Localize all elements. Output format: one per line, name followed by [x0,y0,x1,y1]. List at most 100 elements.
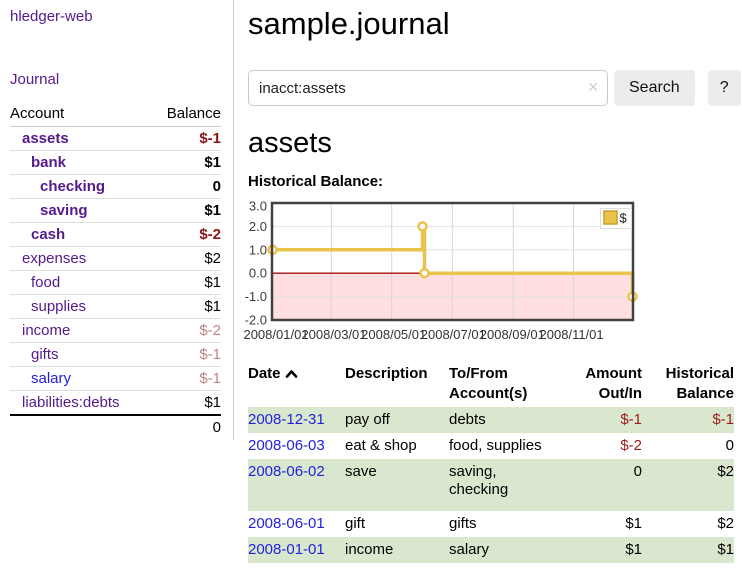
register-header-balance: Historical Balance [665,365,734,402]
svg-text:2008/05/01: 2008/05/01 [361,327,426,342]
account-link-food[interactable]: food [31,274,61,291]
transaction-date-link[interactable]: 2008-12-31 [248,411,325,428]
accounts-table: Account Balance assets $-1 bank $1 check… [10,103,221,439]
account-heading: assets [248,127,332,159]
account-row-income: income $-2 [10,318,221,343]
account-balance: $-1 [151,366,221,391]
account-row-liabilities-debts: liabilities:debts $1 [10,390,221,415]
transaction-date-link[interactable]: 2008-01-01 [248,541,325,558]
account-link-assets[interactable]: assets [22,130,69,147]
register-row: 2008-01-01 income salary $1 $1 [248,537,734,563]
account-balance: $1 [151,270,221,295]
account-balance: $1 [151,294,221,319]
transaction-date-link[interactable]: 2008-06-03 [248,437,325,454]
historical-balance-chart: $ 3.0 2.0 1.0 0.0 -1.0 -2.0 2008/01/01 2… [243,199,742,348]
register-header-row: Date Description To/From Account(s) Amou… [248,362,734,407]
svg-text:1.0: 1.0 [249,242,267,257]
account-balance: $-2 [151,222,221,247]
account-balance: $-1 [151,342,221,367]
account-link-income[interactable]: income [22,322,71,339]
chart-x-axis-labels: 2008/01/01 2008/03/01 2008/05/01 2008/07… [243,327,603,342]
account-link-supplies[interactable]: supplies [31,298,87,315]
transaction-balance: $2 [717,463,734,480]
transaction-balance: $-1 [712,411,734,428]
account-link-gifts[interactable]: gifts [31,346,59,363]
svg-text:2.0: 2.0 [249,219,267,234]
transaction-accounts: food, supplies [449,437,542,454]
account-balance: $1 [151,390,221,415]
account-link-liabilities-debts[interactable]: liabilities:debts [22,394,120,411]
account-link-salary[interactable]: salary [31,370,72,387]
accounts-header-account: Account [10,103,152,127]
account-link-checking[interactable]: checking [40,178,106,195]
accounts-total-row: 0 [10,414,221,439]
sidebar-item-journal[interactable]: Journal [10,71,60,88]
transaction-accounts: saving, checking [449,463,509,498]
svg-text:-2.0: -2.0 [245,313,267,328]
transaction-amount: $1 [625,541,642,558]
legend-label: $ [620,211,628,226]
accounts-total-value: 0 [151,414,221,439]
transaction-amount: $1 [625,515,642,532]
svg-text:-1.0: -1.0 [245,289,267,304]
account-link-saving[interactable]: saving [40,202,88,219]
main-content: sample.journal ✕ Search ? assets Histori… [243,0,742,563]
svg-text:2008/11/01: 2008/11/01 [540,327,604,342]
account-balance: $1 [151,198,221,223]
chart-border [270,201,635,322]
account-row-bank: bank $1 [10,150,221,175]
search-button[interactable]: Search [614,70,695,106]
register-row: 2008-12-31 pay off debts $-1 $-1 [248,407,734,433]
svg-text:3.0: 3.0 [249,199,267,214]
account-row-supplies: supplies $1 [10,294,221,319]
transaction-date-link[interactable]: 2008-06-02 [248,463,325,480]
transaction-amount: $-1 [620,411,642,428]
transaction-description: income [345,541,394,558]
help-button[interactable]: ? [707,70,741,106]
page-title: sample.journal [248,6,450,41]
chart-title: Historical Balance: [248,173,384,190]
chart-svg: $ 3.0 2.0 1.0 0.0 -1.0 -2.0 2008/01/01 2… [243,199,638,342]
transaction-accounts: gifts [449,515,477,532]
svg-text:0.0: 0.0 [249,266,267,281]
transaction-accounts: salary [449,541,490,558]
transaction-description: eat & shop [345,437,417,454]
account-balance: 0 [151,174,221,199]
chart-y-axis-labels: 3.0 2.0 1.0 0.0 -1.0 -2.0 [245,199,267,328]
register-header-accounts: To/From Account(s) [449,365,528,402]
search-form: ✕ Search ? [248,70,742,106]
register-header-amount: Amount Out/In [585,365,642,402]
account-row-saving: saving $1 [10,198,221,223]
account-row-checking: checking 0 [10,174,221,199]
transaction-description: save [345,463,377,480]
account-row-salary: salary $-1 [10,366,221,391]
register-table: Date Description To/From Account(s) Amou… [248,362,734,563]
transaction-amount: 0 [633,463,642,480]
sidebar: hledger-web Journal Account Balance asse… [0,0,234,440]
account-balance: $-2 [151,318,221,343]
chart-legend: $ [600,208,632,229]
register-header-date[interactable]: Date [248,362,345,407]
account-link-expenses[interactable]: expenses [22,250,87,267]
transaction-date-link[interactable]: 2008-06-01 [248,515,325,532]
register-row: 2008-06-01 gift gifts $1 $2 [248,511,734,537]
sort-ascending-icon [285,370,297,378]
account-link-bank[interactable]: bank [31,154,67,171]
register-header-description: Description [345,365,428,382]
chart-vertical-grid [330,203,575,320]
brand-link[interactable]: hledger-web [10,8,93,25]
transaction-amount: $-2 [620,437,642,454]
accounts-header-balance: Balance [151,103,221,127]
account-row-gifts: gifts $-1 [10,342,221,367]
transaction-balance: $1 [717,541,734,558]
svg-text:2008/07/01: 2008/07/01 [421,327,486,342]
account-link-cash[interactable]: cash [31,226,66,243]
account-balance: $1 [151,150,221,175]
clear-search-icon[interactable]: ✕ [587,79,599,95]
transaction-accounts: debts [449,411,486,428]
accounts-header-row: Account Balance [10,103,221,127]
account-row-food: food $1 [10,270,221,295]
search-input[interactable] [248,70,608,106]
register-row: 2008-06-03 eat & shop food, supplies $-2… [248,433,734,459]
register-row: 2008-06-02 save saving, checking 0 $2 [248,459,734,511]
